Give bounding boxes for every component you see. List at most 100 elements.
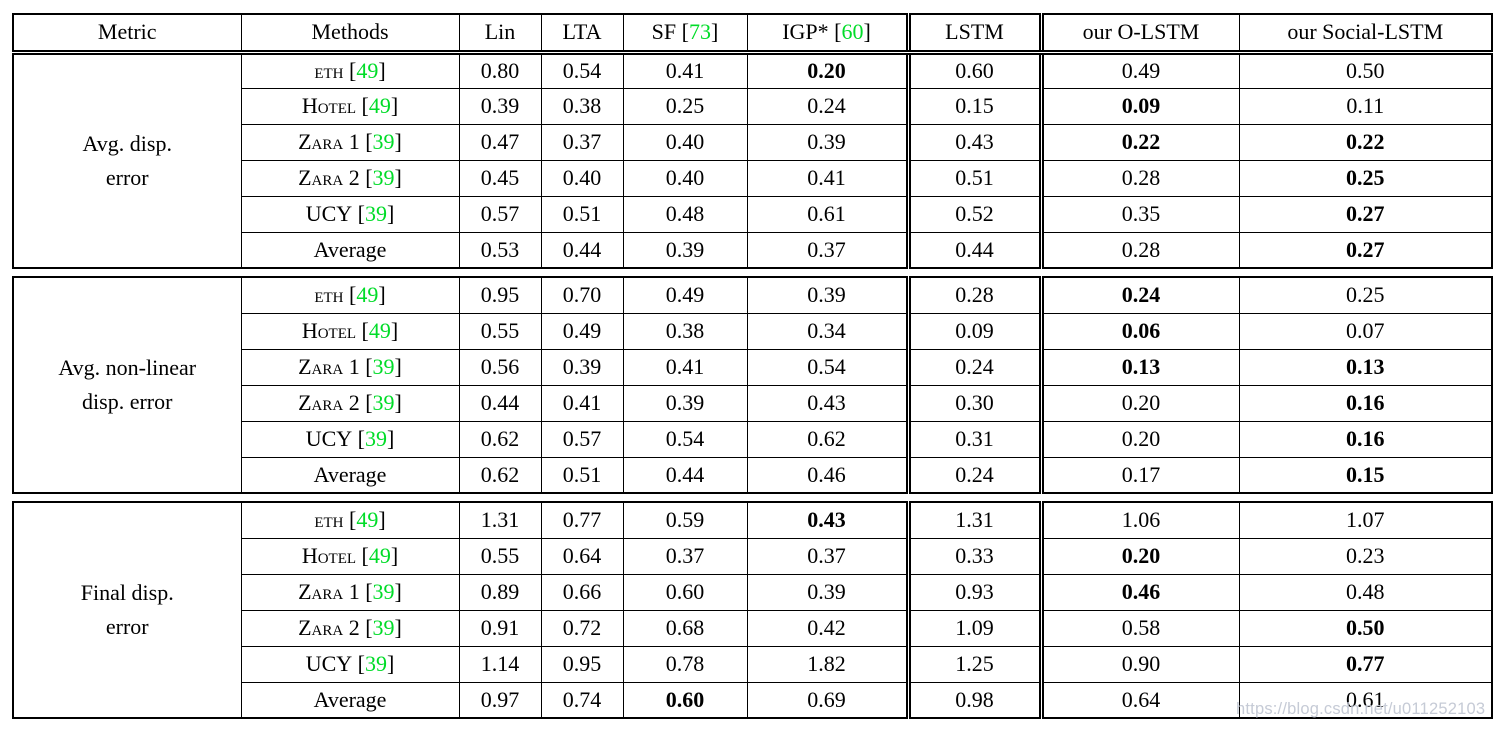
value-cell: 1.07 [1238,501,1493,539]
value-cell: 0.56 [458,348,542,386]
value-cell: 0.89 [458,573,542,611]
citation-number: 39 [372,579,395,604]
value-cell: 0.38 [540,87,624,125]
value-cell: 0.28 [905,276,1042,314]
value-cell: 1.14 [458,645,542,683]
value-cell: 0.80 [458,51,542,89]
value-cell: 0.37 [746,537,909,575]
value-cell: 0.43 [746,501,909,539]
watermark-text: https://blog.csdn.net/u011252103 [1236,700,1486,718]
value-cell: 0.51 [540,456,624,494]
value-cell: 0.44 [622,456,748,494]
value-cell: 0.58 [1038,609,1240,647]
dataset-name: Zara 2 [298,390,360,415]
value-cell: 0.66 [540,573,624,611]
method-cell: Zara 1 [39] [240,123,460,161]
value-cell: 0.55 [458,312,542,350]
citation-number: 49 [368,543,391,568]
citation-number: 49 [356,58,379,83]
value-cell: 0.17 [1038,456,1240,494]
value-cell: 0.16 [1238,420,1493,458]
value-cell: 0.43 [905,123,1042,161]
dataset-name: Zara 1 [298,579,360,604]
value-cell: 1.09 [905,609,1042,647]
value-cell: 0.24 [905,456,1042,494]
value-cell: 0.25 [622,87,748,125]
column-header-our-social-lstm: our Social-LSTM [1238,13,1493,55]
value-cell: 0.44 [905,231,1042,269]
dataset-name: eth [314,58,344,83]
value-cell: 0.41 [746,159,909,197]
value-cell: 0.20 [746,51,909,89]
dataset-name: Hotel [301,318,357,343]
value-cell: 1.25 [905,645,1042,683]
value-cell: 0.62 [458,456,542,494]
method-cell: Zara 2 [39] [240,609,460,647]
method-cell: Average [240,456,460,494]
method-cell: Hotel [49] [240,537,460,575]
value-cell: 0.20 [1038,537,1240,575]
value-cell: 0.44 [540,231,624,269]
value-cell: 0.54 [746,348,909,386]
value-cell: 1.31 [905,501,1042,539]
value-cell: 0.22 [1038,123,1240,161]
value-cell: 0.46 [1038,573,1240,611]
value-cell: 0.40 [622,159,748,197]
dataset-name: UCY [305,426,353,451]
value-cell: 0.70 [540,276,624,314]
value-cell: 0.37 [540,123,624,161]
dataset-name: Zara 1 [298,354,360,379]
dataset-name: eth [314,507,344,533]
value-cell: 0.37 [746,231,909,269]
citation-number: 39 [364,426,387,451]
column-header-sf: SF [73] [622,13,748,55]
value-cell: 0.39 [540,348,624,386]
value-cell: 0.49 [1038,51,1240,89]
value-cell: 0.27 [1238,195,1493,233]
method-cell: UCY [39] [240,645,460,683]
value-cell: 0.13 [1238,348,1493,386]
column-header-metric: Metric [12,13,242,55]
value-cell: 0.77 [1238,645,1493,683]
value-cell: 0.91 [458,609,542,647]
value-cell: 0.11 [1238,87,1493,125]
citation-number: 49 [368,93,391,118]
value-cell: 0.20 [1038,384,1240,422]
value-cell: 0.06 [1038,312,1240,350]
citation-number: 39 [372,354,395,379]
metric-cell: Avg. non-linear disp. error [12,276,242,494]
value-cell: 0.09 [905,312,1042,350]
dataset-name: UCY [305,651,353,676]
value-cell: 0.43 [746,384,909,422]
value-cell: 0.25 [1238,276,1493,314]
value-cell: 0.74 [540,681,624,719]
value-cell: 0.50 [1238,609,1493,647]
citation-number: 39 [372,615,395,640]
value-cell: 0.64 [1038,681,1240,719]
method-cell: Average [240,231,460,269]
citation-number: 39 [372,129,395,154]
method-cell: Zara 1 [39] [240,573,460,611]
citation-number: 39 [364,651,387,676]
method-cell: eth [49] [240,51,460,89]
column-header-our-o-lstm: our O-LSTM [1038,13,1240,55]
value-cell: 0.48 [1238,573,1493,611]
citation-number: 39 [372,390,395,415]
citation-number: 73 [688,19,711,45]
value-cell: 0.72 [540,609,624,647]
column-header-lstm: LSTM [905,13,1042,55]
value-cell: 0.24 [746,87,909,125]
value-cell: 0.13 [1038,348,1240,386]
value-cell: 0.34 [746,312,909,350]
method-cell: UCY [39] [240,195,460,233]
value-cell: 0.60 [905,51,1042,89]
method-cell: Average [240,681,460,719]
value-cell: 0.27 [1238,231,1493,269]
method-cell: Zara 2 [39] [240,159,460,197]
value-cell: 0.16 [1238,384,1493,422]
column-header-lta: LTA [540,13,624,55]
citation-number: 49 [356,282,379,308]
value-cell: 0.39 [622,384,748,422]
value-cell: 0.68 [622,609,748,647]
